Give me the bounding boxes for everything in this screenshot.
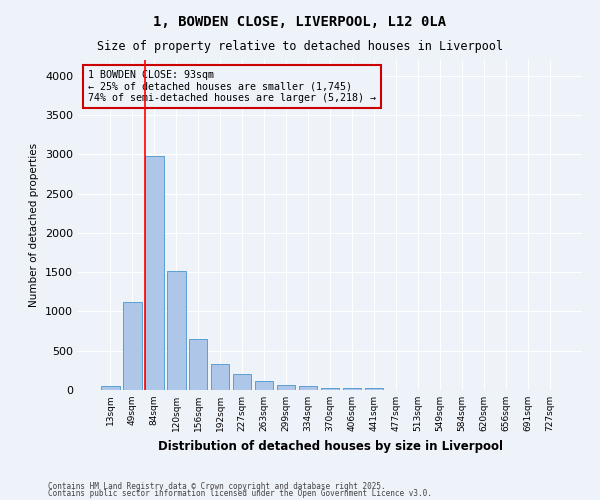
X-axis label: Distribution of detached houses by size in Liverpool: Distribution of detached houses by size … [157,440,503,452]
Bar [320,388,340,390]
Bar [255,380,274,390]
Bar [101,386,119,390]
Bar [145,156,164,390]
Text: Contains HM Land Registry data © Crown copyright and database right 2025.: Contains HM Land Registry data © Crown c… [48,482,386,491]
Text: 1 BOWDEN CLOSE: 93sqm
← 25% of detached houses are smaller (1,745)
74% of semi-d: 1 BOWDEN CLOSE: 93sqm ← 25% of detached … [88,70,376,103]
Bar [189,339,208,390]
Text: Size of property relative to detached houses in Liverpool: Size of property relative to detached ho… [97,40,503,53]
Bar [365,388,383,390]
Bar [233,374,251,390]
Y-axis label: Number of detached properties: Number of detached properties [29,143,40,307]
Text: Contains public sector information licensed under the Open Government Licence v3: Contains public sector information licen… [48,490,432,498]
Bar [343,388,361,390]
Bar [299,386,317,390]
Bar [167,270,185,390]
Bar [123,302,142,390]
Bar [211,364,229,390]
Bar [277,384,295,390]
Text: 1, BOWDEN CLOSE, LIVERPOOL, L12 0LA: 1, BOWDEN CLOSE, LIVERPOOL, L12 0LA [154,15,446,29]
